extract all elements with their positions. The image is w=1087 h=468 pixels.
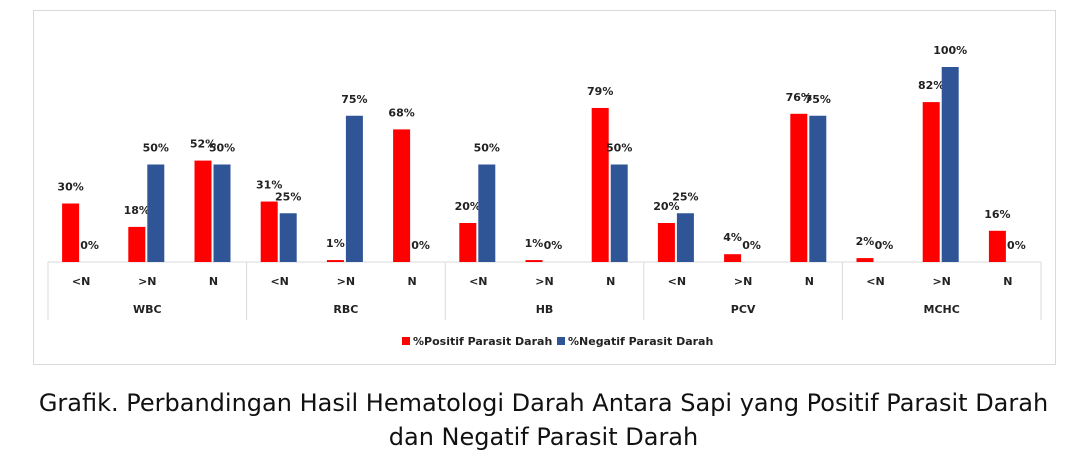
bar bbox=[922, 102, 940, 262]
x-tick-label: <N bbox=[866, 275, 884, 288]
value-label: 50% bbox=[143, 142, 169, 155]
bar bbox=[279, 213, 297, 262]
legend-swatch bbox=[402, 337, 410, 345]
value-label: 75% bbox=[805, 93, 831, 106]
bar bbox=[941, 67, 959, 262]
legend-label: %Positif Parasit Darah bbox=[413, 335, 552, 348]
x-tick-label: N bbox=[407, 275, 416, 288]
x-tick-label: N bbox=[1003, 275, 1012, 288]
bar bbox=[988, 230, 1006, 262]
group-label: WBC bbox=[133, 303, 162, 316]
value-label: 18% bbox=[124, 204, 150, 217]
bar bbox=[345, 115, 363, 262]
bar bbox=[260, 201, 278, 262]
bar bbox=[128, 226, 146, 262]
bar bbox=[525, 260, 543, 262]
value-label: 76% bbox=[786, 91, 812, 104]
value-label: 79% bbox=[587, 85, 613, 98]
chart: WBC RBC HB PCV MCHC<N30%0%>N18%50%N52%50%<N3… bbox=[47, 44, 1042, 348]
x-tick-label: >N bbox=[932, 275, 950, 288]
bar bbox=[790, 113, 808, 262]
x-tick-label: <N bbox=[72, 275, 90, 288]
value-label: 0% bbox=[1007, 239, 1026, 252]
chart-frame bbox=[33, 10, 1056, 365]
value-label: 75% bbox=[341, 93, 367, 106]
x-tick-label: >N bbox=[535, 275, 553, 288]
value-label: 4% bbox=[723, 231, 742, 244]
x-tick-label: N bbox=[209, 275, 218, 288]
value-label: 20% bbox=[455, 200, 481, 213]
value-label: 50% bbox=[209, 142, 235, 155]
bar bbox=[326, 260, 344, 262]
bar bbox=[147, 164, 165, 262]
x-tick-label: >N bbox=[734, 275, 752, 288]
value-label: 0% bbox=[80, 239, 99, 252]
bar bbox=[478, 164, 496, 262]
group-label: PCV bbox=[731, 303, 756, 316]
value-label: 1% bbox=[326, 237, 345, 250]
caption: Grafik. Perbandingan Hasil Hematologi Da… bbox=[38, 389, 1049, 451]
value-label: 31% bbox=[256, 179, 282, 192]
legend-label: %Negatif Parasit Darah bbox=[568, 335, 713, 348]
x-tick-label: N bbox=[805, 275, 814, 288]
x-tick-label: <N bbox=[469, 275, 487, 288]
bar bbox=[591, 107, 609, 262]
bar bbox=[856, 258, 874, 262]
x-tick-label: <N bbox=[668, 275, 686, 288]
value-label: 25% bbox=[275, 190, 301, 203]
bar bbox=[657, 223, 675, 262]
value-label: 50% bbox=[606, 142, 632, 155]
value-label: 0% bbox=[875, 239, 894, 252]
bar bbox=[393, 129, 411, 262]
value-label: 1% bbox=[525, 237, 544, 250]
bar bbox=[809, 115, 827, 262]
value-label: 0% bbox=[742, 239, 761, 252]
x-tick-label: >N bbox=[138, 275, 156, 288]
value-label: 100% bbox=[933, 44, 967, 57]
bar bbox=[194, 160, 212, 262]
bar bbox=[459, 223, 477, 262]
bar bbox=[724, 254, 742, 262]
legend-swatch bbox=[557, 337, 565, 345]
group-label: MCHC bbox=[924, 303, 960, 316]
value-label: 20% bbox=[653, 200, 679, 213]
value-label: 68% bbox=[388, 106, 414, 119]
value-label: 2% bbox=[856, 235, 875, 248]
bar bbox=[676, 213, 694, 262]
bar bbox=[610, 164, 628, 262]
bar bbox=[62, 203, 80, 262]
value-label: 25% bbox=[672, 190, 698, 203]
value-label: 52% bbox=[190, 138, 216, 151]
x-tick-label: <N bbox=[270, 275, 288, 288]
value-label: 0% bbox=[544, 239, 563, 252]
value-label: 16% bbox=[984, 208, 1010, 221]
group-label: RBC bbox=[333, 303, 358, 316]
x-tick-label: >N bbox=[337, 275, 355, 288]
value-label: 30% bbox=[57, 181, 83, 194]
value-label: 50% bbox=[474, 142, 500, 155]
bar bbox=[213, 164, 231, 262]
x-tick-label: N bbox=[606, 275, 615, 288]
value-label: 82% bbox=[918, 79, 944, 92]
value-label: 0% bbox=[411, 239, 430, 252]
group-label: HB bbox=[536, 303, 554, 316]
